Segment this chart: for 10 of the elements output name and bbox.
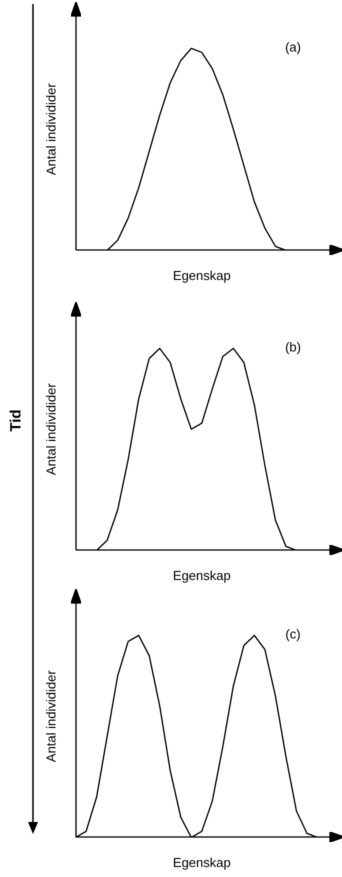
x-axis-title: Egenskap (172, 854, 231, 870)
y-axis-title: Antal individider (43, 670, 58, 762)
x-axis-title: Egenskap (172, 568, 231, 583)
y-axis-title: Antal individider (43, 382, 58, 476)
y-axis-title: Antal individider (43, 82, 58, 176)
x-axis-title: Egenskap (172, 268, 231, 283)
text: Tid (8, 408, 24, 434)
annotation: (c) (285, 626, 301, 642)
annotation: (a) (285, 40, 301, 55)
annotation: (b) (285, 340, 301, 355)
